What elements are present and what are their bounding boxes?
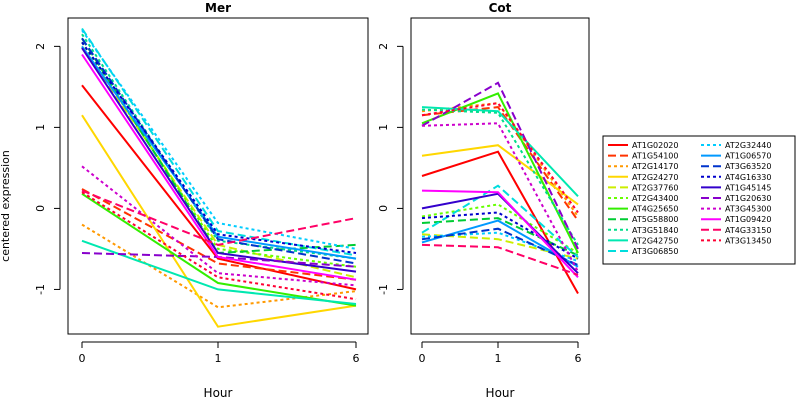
- series-line: [81, 33, 357, 260]
- legend-label: AT1G54100: [632, 152, 678, 161]
- legend-label: AT3G63520: [725, 162, 771, 171]
- series-line: [421, 211, 579, 260]
- panel-cot: Cot Hour 0 1 6 -1 0 1 2: [377, 1, 590, 400]
- y-tick-label: -1: [377, 284, 390, 295]
- legend-label: AT2G42750: [632, 236, 678, 245]
- series-line: [421, 231, 579, 263]
- legend-label: AT1G20630: [725, 194, 771, 203]
- legend-label: AT3G51840: [632, 226, 678, 235]
- legend-label: AT1G45145: [725, 183, 771, 192]
- x-tick-label: 1: [215, 352, 222, 365]
- y-axis-label: centered expression: [0, 150, 12, 262]
- series-line: [421, 122, 579, 273]
- series-line: [81, 53, 357, 281]
- y-tick-label: 0: [34, 205, 47, 212]
- series-line: [421, 203, 579, 254]
- series-line: [421, 192, 579, 274]
- x-tick-label: 6: [575, 352, 582, 365]
- series-line: [81, 45, 357, 260]
- panel-title: Cot: [489, 1, 512, 15]
- series-line: [421, 189, 579, 278]
- series-line: [421, 144, 579, 206]
- y-tick-label: 2: [377, 43, 390, 50]
- x-axis-label: Hour: [486, 386, 515, 400]
- series-line: [81, 41, 357, 254]
- series-line: [81, 29, 357, 250]
- legend-label: AT1G09420: [725, 215, 771, 224]
- series-line: [81, 41, 357, 268]
- series-line: [421, 108, 579, 246]
- legend-label: AT2G14170: [632, 162, 678, 171]
- x-axis-label: Hour: [204, 386, 233, 400]
- series-line: [81, 252, 357, 268]
- legend-label: AT4G33150: [725, 226, 771, 235]
- series-line: [81, 37, 357, 265]
- y-tick-label: 0: [377, 205, 390, 212]
- axes-group: 0 1 6 -1 0 1 2: [34, 43, 360, 365]
- series-line: [81, 114, 357, 328]
- series-line: [81, 45, 357, 279]
- series-line: [421, 92, 579, 254]
- legend-label: AT1G02020: [632, 141, 678, 150]
- y-tick-label: 2: [34, 43, 47, 50]
- series-line: [81, 27, 357, 257]
- x-tick-label: 0: [419, 352, 426, 365]
- legend-label: AT5G58800: [632, 215, 678, 224]
- series-line: [81, 84, 357, 291]
- legend-label: AT2G43400: [632, 194, 678, 203]
- legend-label: AT2G24270: [632, 173, 678, 182]
- legend-box: [602, 135, 796, 265]
- legend-label: AT3G13450: [725, 236, 771, 245]
- series-line: [81, 239, 357, 305]
- plot-frame: [410, 17, 590, 335]
- legend-label: AT3G06850: [632, 247, 678, 256]
- series-line: [81, 191, 357, 301]
- plot-frame: [67, 17, 369, 335]
- x-tick-label: 1: [495, 352, 502, 365]
- series-group: [81, 27, 357, 328]
- panel-mer: Mer Hour centered expression 0 1 6 -1 0 1 2: [0, 1, 369, 400]
- legend-label: AT1G06570: [725, 152, 771, 161]
- series-line: [421, 106, 579, 197]
- series-line: [421, 102, 579, 214]
- x-tick-label: 0: [79, 352, 86, 365]
- legend-label: AT2G37760: [632, 183, 678, 192]
- series-group: [421, 81, 579, 294]
- legend: AT1G02020AT1G54100AT2G14170AT2G24270AT2G…: [602, 135, 796, 265]
- legend-label: AT2G32440: [725, 141, 771, 150]
- series-line: [421, 217, 579, 257]
- x-tick-label: 6: [353, 352, 360, 365]
- y-tick-label: 1: [34, 124, 47, 131]
- y-tick-label: 1: [377, 124, 390, 131]
- series-line: [81, 192, 357, 307]
- legend-label: AT3G45300: [725, 205, 771, 214]
- series-line: [81, 165, 357, 287]
- series-line: [421, 243, 579, 276]
- series-line: [81, 47, 357, 273]
- series-line: [81, 188, 357, 281]
- legend-label: AT4G25650: [632, 205, 678, 214]
- series-line: [421, 227, 579, 267]
- y-tick-label: -1: [34, 284, 47, 295]
- axes-group: 0 1 6 -1 0 1 2: [377, 43, 582, 365]
- legend-label: AT4G16330: [725, 173, 771, 182]
- panel-title: Mer: [205, 1, 231, 15]
- series-line: [81, 189, 357, 246]
